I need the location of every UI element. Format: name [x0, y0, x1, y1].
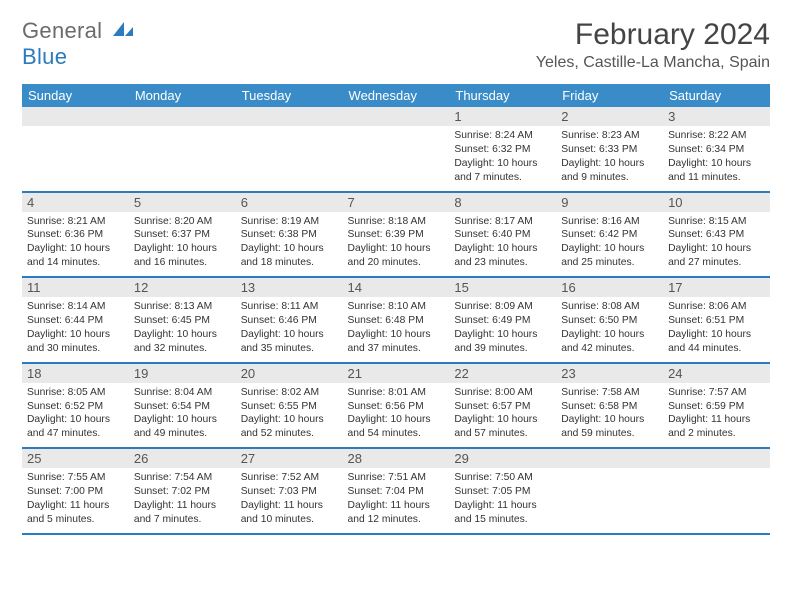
day-cell: [663, 468, 770, 534]
day-cell: Sunrise: 8:08 AM Sunset: 6:50 PM Dayligh…: [556, 297, 663, 363]
day-num: 28: [343, 448, 450, 468]
day-num: 2: [556, 107, 663, 126]
day-num: 24: [663, 363, 770, 383]
day-cell: Sunrise: 8:09 AM Sunset: 6:49 PM Dayligh…: [449, 297, 556, 363]
day-cell: Sunrise: 7:57 AM Sunset: 6:59 PM Dayligh…: [663, 383, 770, 449]
title-block: February 2024 Yeles, Castille-La Mancha,…: [536, 18, 770, 72]
day-num: 23: [556, 363, 663, 383]
day-cell: Sunrise: 8:19 AM Sunset: 6:38 PM Dayligh…: [236, 212, 343, 278]
day-cell: [22, 126, 129, 192]
day-cell: Sunrise: 8:06 AM Sunset: 6:51 PM Dayligh…: [663, 297, 770, 363]
day-cell: Sunrise: 8:22 AM Sunset: 6:34 PM Dayligh…: [663, 126, 770, 192]
day-num: [22, 107, 129, 126]
logo-word-2: Blue: [22, 44, 67, 69]
dow-header-row: Sunday Monday Tuesday Wednesday Thursday…: [22, 84, 770, 107]
day-cell: Sunrise: 8:16 AM Sunset: 6:42 PM Dayligh…: [556, 212, 663, 278]
day-num-row: 1 2 3: [22, 107, 770, 126]
day-cell: Sunrise: 8:01 AM Sunset: 6:56 PM Dayligh…: [343, 383, 450, 449]
day-cell: Sunrise: 8:10 AM Sunset: 6:48 PM Dayligh…: [343, 297, 450, 363]
day-num: [129, 107, 236, 126]
day-cell: Sunrise: 7:55 AM Sunset: 7:00 PM Dayligh…: [22, 468, 129, 534]
day-num-row: 11 12 13 14 15 16 17: [22, 277, 770, 297]
dow-wednesday: Wednesday: [343, 84, 450, 107]
day-num: [663, 448, 770, 468]
day-cell: Sunrise: 8:21 AM Sunset: 6:36 PM Dayligh…: [22, 212, 129, 278]
day-num: 5: [129, 192, 236, 212]
week-row: Sunrise: 8:14 AM Sunset: 6:44 PM Dayligh…: [22, 297, 770, 363]
day-cell: Sunrise: 8:14 AM Sunset: 6:44 PM Dayligh…: [22, 297, 129, 363]
logo-word-1: General: [22, 18, 102, 43]
day-num-row: 4 5 6 7 8 9 10: [22, 192, 770, 212]
day-num: 19: [129, 363, 236, 383]
day-cell: Sunrise: 8:02 AM Sunset: 6:55 PM Dayligh…: [236, 383, 343, 449]
day-cell: Sunrise: 8:18 AM Sunset: 6:39 PM Dayligh…: [343, 212, 450, 278]
day-cell: Sunrise: 8:13 AM Sunset: 6:45 PM Dayligh…: [129, 297, 236, 363]
day-cell: [129, 126, 236, 192]
day-num: 14: [343, 277, 450, 297]
day-num: 16: [556, 277, 663, 297]
day-num: 10: [663, 192, 770, 212]
day-num: 11: [22, 277, 129, 297]
day-cell: [556, 468, 663, 534]
dow-thursday: Thursday: [449, 84, 556, 107]
day-num: [556, 448, 663, 468]
day-cell: Sunrise: 7:52 AM Sunset: 7:03 PM Dayligh…: [236, 468, 343, 534]
day-num: 18: [22, 363, 129, 383]
day-cell: Sunrise: 7:51 AM Sunset: 7:04 PM Dayligh…: [343, 468, 450, 534]
day-num: 29: [449, 448, 556, 468]
header: General Blue February 2024 Yeles, Castil…: [22, 18, 770, 72]
dow-friday: Friday: [556, 84, 663, 107]
dow-sunday: Sunday: [22, 84, 129, 107]
day-num: [343, 107, 450, 126]
day-cell: Sunrise: 8:05 AM Sunset: 6:52 PM Dayligh…: [22, 383, 129, 449]
day-num: 21: [343, 363, 450, 383]
day-num: 27: [236, 448, 343, 468]
day-num: 12: [129, 277, 236, 297]
day-cell: Sunrise: 7:50 AM Sunset: 7:05 PM Dayligh…: [449, 468, 556, 534]
dow-saturday: Saturday: [663, 84, 770, 107]
day-cell: Sunrise: 7:54 AM Sunset: 7:02 PM Dayligh…: [129, 468, 236, 534]
day-cell: [236, 126, 343, 192]
logo-sail-icon: [113, 18, 135, 44]
day-cell: Sunrise: 8:15 AM Sunset: 6:43 PM Dayligh…: [663, 212, 770, 278]
day-num-row: 18 19 20 21 22 23 24: [22, 363, 770, 383]
day-num: 7: [343, 192, 450, 212]
day-num: 20: [236, 363, 343, 383]
calendar-table: Sunday Monday Tuesday Wednesday Thursday…: [22, 84, 770, 535]
day-cell: Sunrise: 7:58 AM Sunset: 6:58 PM Dayligh…: [556, 383, 663, 449]
day-cell: Sunrise: 8:11 AM Sunset: 6:46 PM Dayligh…: [236, 297, 343, 363]
day-cell: Sunrise: 8:24 AM Sunset: 6:32 PM Dayligh…: [449, 126, 556, 192]
day-num: 6: [236, 192, 343, 212]
location-text: Yeles, Castille-La Mancha, Spain: [536, 54, 770, 72]
day-cell: Sunrise: 8:00 AM Sunset: 6:57 PM Dayligh…: [449, 383, 556, 449]
day-num: 9: [556, 192, 663, 212]
week-row: Sunrise: 7:55 AM Sunset: 7:00 PM Dayligh…: [22, 468, 770, 534]
day-num: [236, 107, 343, 126]
dow-monday: Monday: [129, 84, 236, 107]
week-row: Sunrise: 8:05 AM Sunset: 6:52 PM Dayligh…: [22, 383, 770, 449]
month-title: February 2024: [536, 18, 770, 52]
dow-tuesday: Tuesday: [236, 84, 343, 107]
day-num: 22: [449, 363, 556, 383]
day-num: 3: [663, 107, 770, 126]
day-cell: Sunrise: 8:20 AM Sunset: 6:37 PM Dayligh…: [129, 212, 236, 278]
day-num: 4: [22, 192, 129, 212]
day-num: 8: [449, 192, 556, 212]
day-cell: Sunrise: 8:17 AM Sunset: 6:40 PM Dayligh…: [449, 212, 556, 278]
day-num: 26: [129, 448, 236, 468]
logo: General Blue: [22, 18, 135, 70]
day-cell: Sunrise: 8:23 AM Sunset: 6:33 PM Dayligh…: [556, 126, 663, 192]
day-num: 1: [449, 107, 556, 126]
day-cell: Sunrise: 8:04 AM Sunset: 6:54 PM Dayligh…: [129, 383, 236, 449]
day-num: 15: [449, 277, 556, 297]
week-row: Sunrise: 8:24 AM Sunset: 6:32 PM Dayligh…: [22, 126, 770, 192]
day-num: 13: [236, 277, 343, 297]
day-cell: [343, 126, 450, 192]
day-num: 25: [22, 448, 129, 468]
day-num-row: 25 26 27 28 29: [22, 448, 770, 468]
day-num: 17: [663, 277, 770, 297]
week-row: Sunrise: 8:21 AM Sunset: 6:36 PM Dayligh…: [22, 212, 770, 278]
